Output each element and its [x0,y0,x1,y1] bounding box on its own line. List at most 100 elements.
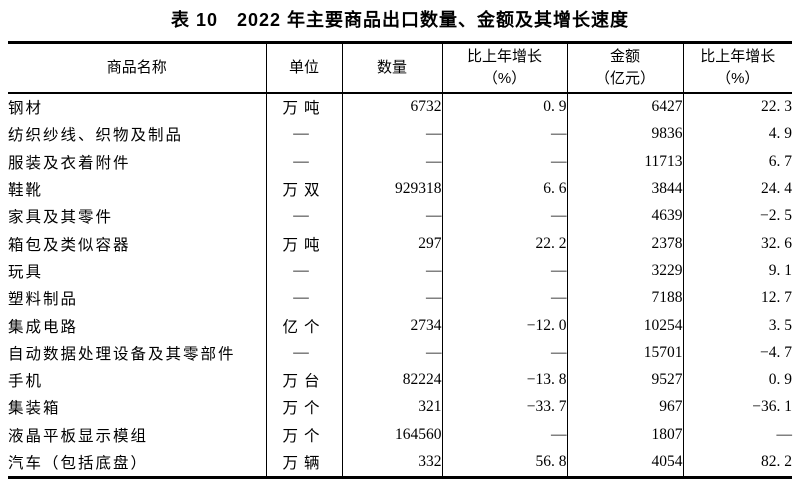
cell-amount: 4054 [566,448,683,478]
cell-unit: 万个 [265,421,342,449]
col-header-unit: 单位 [265,42,342,93]
table-row: 鞋靴 万双 929318 6. 6 3844 24. 4 [8,175,792,203]
cell-commodity-name: 钢材 [8,100,44,118]
cell-quantity-growth: — [441,284,567,312]
cell-unit: — [265,120,342,149]
cell-amount-growth: 24. 4 [682,175,792,203]
col-header-commodity: 商品名称 [8,43,266,93]
table-row: 家具及其零件 — — — 4639 −2. 5 [8,202,792,230]
cell-amount-growth: 3. 5 [682,311,792,340]
cell-amount: 6427 [566,92,683,121]
cell-quantity: 82224 [341,366,442,394]
cell-amount: 11713 [566,148,683,176]
cell-amount: 9527 [566,366,683,394]
table-row: 塑料制品 — — — 7188 12. 7 [8,284,792,312]
table-row: 纺织纱线、织物及制品 — — — 9836 4. 9 [8,120,792,149]
cell-quantity-growth: −13. 8 [441,366,567,394]
table-title: 表 10 2022 年主要商品出口数量、金额及其增长速度 [170,10,630,30]
table-row: 集成电路 亿个 2734 −12. 0 10254 3. 5 [8,311,792,340]
cell-quantity-growth: 6. 6 [441,175,567,203]
cell-amount: 1807 [566,421,683,449]
cell-commodity-name: 塑料制品 [8,291,79,309]
cell-quantity-growth: — [441,202,567,230]
cell-quantity-growth: 56. 8 [441,448,567,478]
cell-quantity-growth: — [441,339,567,367]
cell-amount: 967 [566,393,683,422]
cell-quantity: — [341,339,442,367]
header-sub-label: （%） [482,69,527,87]
table-row: 手机 万台 82224 −13. 8 9527 0. 9 [8,366,792,394]
cell-quantity-growth: 22. 2 [441,229,567,258]
cell-quantity-growth: — [441,421,567,449]
cell-quantity: 332 [341,448,442,478]
header-label: 商品名称 [106,58,167,76]
cell-quantity: 297 [341,229,442,258]
cell-amount-growth: 4. 9 [682,120,792,149]
cell-commodity-name: 纺织纱线、织物及制品 [8,127,184,145]
cell-commodity-name: 手机 [8,373,44,391]
cell-quantity-growth: −33. 7 [441,393,567,422]
cell-commodity-name: 玩具 [8,263,44,281]
header-sub-label: （%） [716,69,760,87]
header-sub-label: （亿元） [594,69,655,87]
cell-amount: 3229 [566,257,683,285]
cell-quantity-growth: — [441,257,567,285]
cell-unit: — [265,284,342,312]
cell-amount: 10254 [566,311,683,340]
cell-amount-growth: 9. 1 [682,257,792,285]
cell-quantity-growth: −12. 0 [441,311,567,340]
cell-quantity: — [341,148,442,176]
cell-amount-growth: −2. 5 [682,202,792,230]
cell-quantity: 6732 [341,92,442,121]
commodity-export-table: 商品名称 单位 数量 比上年增长 （%） 金额 （亿元） 比上年增长 [8,41,792,479]
cell-quantity: 164560 [341,421,442,449]
cell-commodity-name: 家具及其零件 [8,209,114,227]
cell-quantity: — [341,120,442,149]
header-row: 商品名称 单位 数量 比上年增长 （%） 金额 （亿元） 比上年增长 [8,42,792,93]
cell-amount-growth: 82. 2 [682,448,792,478]
cell-amount-growth: 6. 7 [682,148,792,176]
header-label: 金额 [609,47,640,65]
cell-quantity: 321 [341,393,442,422]
cell-amount-growth: — [682,421,792,449]
cell-commodity-name: 液晶平板显示模组 [8,427,149,445]
col-header-amount-growth: 比上年增长 （%） [682,42,792,93]
table-row: 自动数据处理设备及其零部件 — — — 15701 −4. 7 [8,339,792,367]
table-row: 钢材 万吨 6732 0. 9 6427 22. 3 [8,92,792,121]
cell-quantity: — [341,202,442,230]
cell-unit: 万双 [265,175,342,203]
cell-unit: 万台 [265,366,342,394]
table-row: 液晶平板显示模组 万个 164560 — 1807 — [8,421,792,449]
cell-commodity-name: 集成电路 [8,318,79,336]
cell-quantity-growth: — [441,148,567,176]
header-label: 比上年增长 [466,47,542,65]
table-row: 箱包及类似容器 万吨 297 22. 2 2378 32. 6 [8,229,792,258]
cell-amount-growth: 22. 3 [682,92,792,121]
cell-unit: — [265,339,342,367]
table-row: 汽车（包括底盘） 万辆 332 56. 8 4054 82. 2 [8,448,792,478]
table-row: 玩具 — — — 3229 9. 1 [8,257,792,285]
col-header-quantity: 数量 [341,42,442,93]
table-row: 集装箱 万个 321 −33. 7 967 −36. 1 [8,393,792,422]
cell-quantity: 2734 [341,311,442,340]
header-label: 数量 [376,58,407,76]
cell-quantity: — [341,257,442,285]
cell-amount: 4639 [566,202,683,230]
table-row: 服装及衣着附件 — — — 11713 6. 7 [8,148,792,176]
cell-amount-growth: −4. 7 [682,339,792,367]
col-header-amount: 金额 （亿元） [566,42,683,93]
cell-unit: 万吨 [265,92,342,121]
cell-commodity-name: 汽车（包括底盘） [8,455,149,472]
cell-unit: — [265,257,342,285]
cell-unit: — [265,202,342,230]
cell-commodity-name: 服装及衣着附件 [8,154,131,172]
cell-amount: 2378 [566,229,683,258]
cell-unit: 万个 [265,393,342,422]
cell-unit: — [265,148,342,176]
cell-amount: 3844 [566,175,683,203]
cell-amount-growth: −36. 1 [682,393,792,422]
cell-amount: 15701 [566,339,683,367]
cell-amount-growth: 12. 7 [682,284,792,312]
cell-commodity-name: 鞋靴 [8,182,44,200]
